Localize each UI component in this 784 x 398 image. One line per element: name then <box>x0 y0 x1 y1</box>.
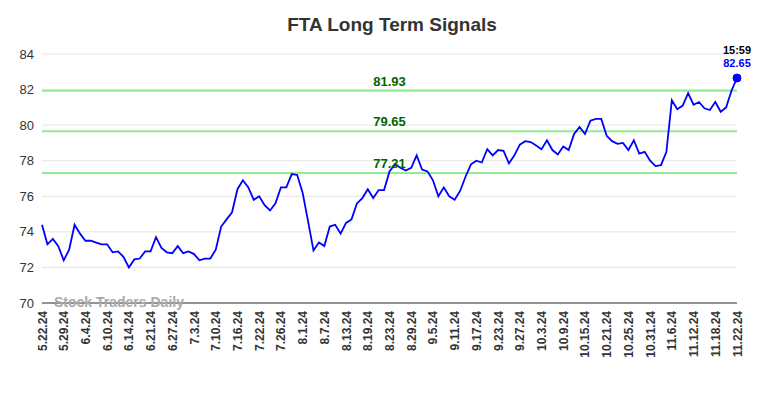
svg-text:10.9.24: 10.9.24 <box>557 311 571 351</box>
svg-text:9.23.24: 9.23.24 <box>492 311 506 351</box>
svg-text:10.3.24: 10.3.24 <box>535 311 549 351</box>
svg-text:7.26.24: 7.26.24 <box>274 311 288 351</box>
svg-text:72: 72 <box>20 260 34 275</box>
svg-text:10.15.24: 10.15.24 <box>578 311 592 358</box>
svg-text:7.10.24: 7.10.24 <box>209 311 223 351</box>
svg-text:6.10.24: 6.10.24 <box>101 311 115 351</box>
svg-text:11.18.24: 11.18.24 <box>709 311 723 357</box>
svg-text:8.1.24: 8.1.24 <box>296 311 310 345</box>
svg-text:9.27.24: 9.27.24 <box>513 311 527 351</box>
svg-text:7.3.24: 7.3.24 <box>188 311 202 345</box>
svg-text:70: 70 <box>20 296 34 311</box>
svg-text:82: 82 <box>20 82 34 97</box>
svg-text:79.65: 79.65 <box>373 114 406 129</box>
svg-text:11.6.24: 11.6.24 <box>665 311 679 351</box>
svg-text:8.19.24: 8.19.24 <box>361 311 375 351</box>
svg-text:6.14.24: 6.14.24 <box>122 311 136 351</box>
svg-text:7.22.24: 7.22.24 <box>253 311 267 351</box>
svg-text:8.7.24: 8.7.24 <box>318 311 332 345</box>
svg-text:11.12.24: 11.12.24 <box>687 311 701 357</box>
svg-text:10.31.24: 10.31.24 <box>644 311 658 358</box>
svg-text:6.21.24: 6.21.24 <box>144 311 158 351</box>
svg-text:6.27.24: 6.27.24 <box>166 311 180 351</box>
svg-text:84: 84 <box>20 47 34 62</box>
svg-text:9.11.24: 9.11.24 <box>448 311 462 351</box>
html-text:FTA Long Term Signals: FTA Long Term Signals <box>287 14 497 35</box>
svg-text:15:59: 15:59 <box>723 44 751 56</box>
svg-text:80: 80 <box>20 118 34 133</box>
svg-text:8.13.24: 8.13.24 <box>340 311 354 351</box>
svg-text:77.31: 77.31 <box>373 156 406 171</box>
svg-text:11.22.24: 11.22.24 <box>731 311 745 357</box>
svg-text:7.16.24: 7.16.24 <box>231 311 245 351</box>
svg-text:5.22.24: 5.22.24 <box>36 311 50 351</box>
svg-text:81.93: 81.93 <box>373 74 406 89</box>
svg-text:9.17.24: 9.17.24 <box>470 311 484 351</box>
svg-text:74: 74 <box>20 224 34 239</box>
svg-text:78: 78 <box>20 153 34 168</box>
svg-text:10.25.24: 10.25.24 <box>622 311 636 358</box>
svg-text:9.5.24: 9.5.24 <box>426 311 440 345</box>
html-text:Stock Traders Daily: Stock Traders Daily <box>54 294 184 310</box>
svg-text:10.21.24: 10.21.24 <box>600 311 614 358</box>
svg-text:82.65: 82.65 <box>723 57 751 69</box>
svg-text:5.29.24: 5.29.24 <box>57 311 71 351</box>
svg-text:76: 76 <box>20 189 34 204</box>
svg-text:6.4.24: 6.4.24 <box>79 311 93 345</box>
svg-text:8.23.24: 8.23.24 <box>383 311 397 351</box>
svg-text:8.29.24: 8.29.24 <box>405 311 419 351</box>
